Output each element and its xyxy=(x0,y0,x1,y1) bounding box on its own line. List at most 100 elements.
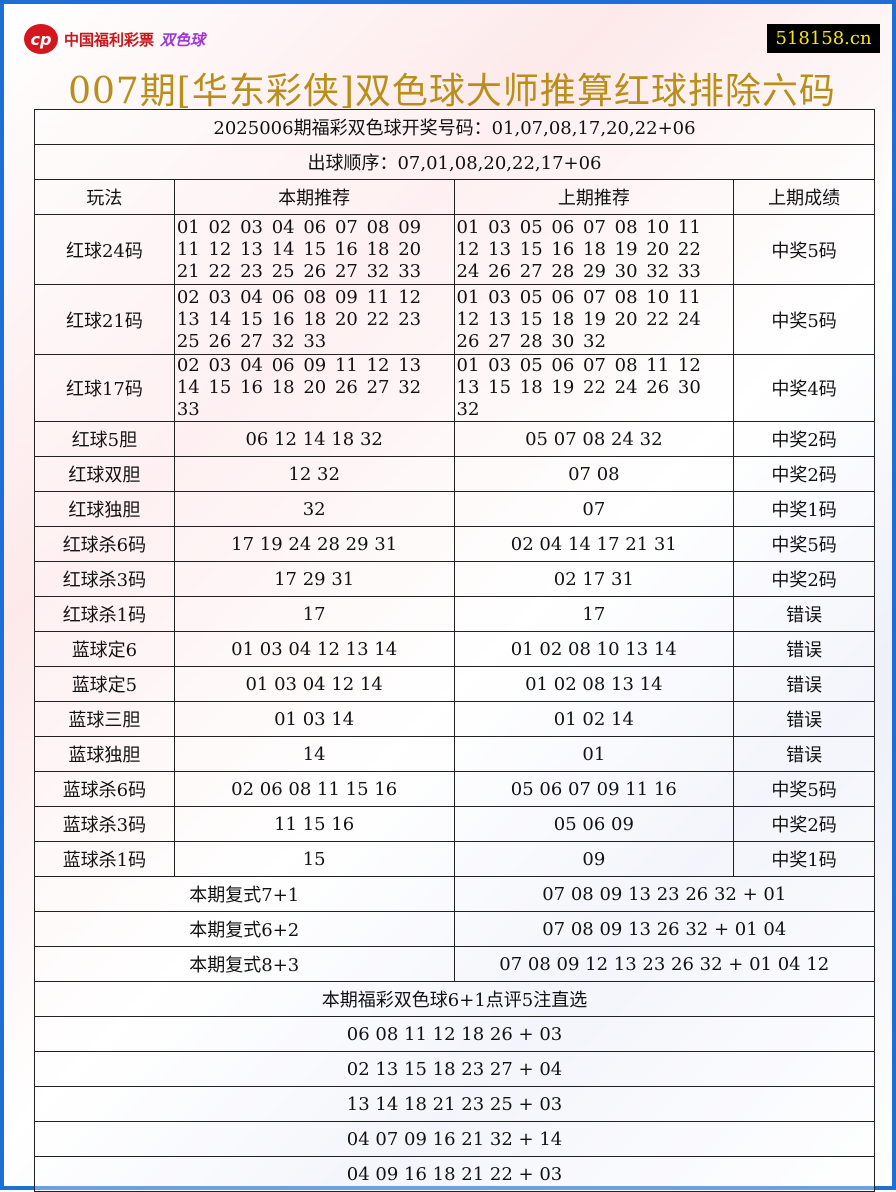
play-type: 蓝球三胆 xyxy=(34,701,175,737)
previous-result: 中奖4码 xyxy=(733,354,875,422)
previous-result: 错误 xyxy=(733,701,875,737)
current-pick: 15 xyxy=(173,841,455,877)
play-type: 蓝球杀6码 xyxy=(34,771,175,807)
logo-text: 中国福利彩票 xyxy=(64,30,155,49)
compound-numbers: 07 08 09 13 23 26 32 + 01 xyxy=(453,876,875,912)
current-pick: 01 03 04 12 13 14 xyxy=(173,631,455,667)
previous-result: 错误 xyxy=(733,736,875,772)
previous-pick: 02 17 31 xyxy=(453,561,735,597)
play-type: 红球21码 xyxy=(34,284,175,355)
compound-label: 本期复式7+1 xyxy=(34,876,455,912)
previous-result: 错误 xyxy=(733,666,875,702)
play-type: 蓝球杀1码 xyxy=(34,841,175,877)
table-row: 蓝球杀3码 11 15 16 05 06 09 中奖2码 xyxy=(34,806,875,842)
compound-numbers: 07 08 09 13 26 32 + 01 04 xyxy=(453,911,875,947)
current-pick: 14 xyxy=(173,736,455,772)
pick-row: 02 13 15 18 23 27 + 04 xyxy=(34,1051,875,1087)
table-row: 蓝球定6 01 03 04 12 13 14 01 02 08 10 13 14 错误 xyxy=(34,631,875,667)
current-pick: 06 12 14 18 32 xyxy=(173,421,455,457)
draw-order: 出球顺序：07,01,08,20,22,17+06 xyxy=(34,144,875,180)
pick-row: 13 14 18 21 23 25 + 03 xyxy=(34,1086,875,1122)
table-row: 红球杀1码 17 17 错误 xyxy=(34,596,875,632)
previous-result: 中奖5码 xyxy=(733,214,875,285)
play-type: 蓝球定6 xyxy=(34,631,175,667)
previous-pick: 07 xyxy=(453,491,735,527)
previous-pick: 01 03 05 06 07 08 11 12 13 15 18 19 22 2… xyxy=(453,354,735,422)
previous-pick: 05 06 09 xyxy=(453,806,735,842)
previous-result: 中奖5码 xyxy=(733,771,875,807)
play-type: 红球17码 xyxy=(34,354,175,422)
previous-pick: 01 02 08 10 13 14 xyxy=(453,631,735,667)
play-type: 红球5胆 xyxy=(34,421,175,457)
current-pick: 01 03 14 xyxy=(173,701,455,737)
play-type: 红球独胆 xyxy=(34,491,175,527)
current-pick: 17 xyxy=(173,596,455,632)
previous-pick: 01 02 14 xyxy=(453,701,735,737)
play-type: 红球杀6码 xyxy=(34,526,175,562)
previous-pick: 01 03 05 06 07 08 10 11 12 13 15 18 19 2… xyxy=(453,284,735,355)
compound-row: 本期复式6+2 07 08 09 13 26 32 + 01 04 xyxy=(34,911,875,947)
previous-result: 错误 xyxy=(733,631,875,667)
compound-row: 本期复式8+3 07 08 09 12 13 23 26 32 + 01 04 1… xyxy=(34,946,875,982)
prediction-table: 2025006期福彩双色球开奖号码：01,07,08,17,20,22+06 出球… xyxy=(34,109,875,1192)
table-row: 红球杀3码 17 29 31 02 17 31 中奖2码 xyxy=(34,561,875,597)
order-row: 出球顺序：07,01,08,20,22,17+06 xyxy=(34,144,875,180)
compound-numbers: 07 08 09 12 13 23 26 32 + 01 04 12 xyxy=(453,946,875,982)
current-pick: 32 xyxy=(173,491,455,527)
play-type: 红球24码 xyxy=(34,214,175,285)
play-type: 红球杀3码 xyxy=(34,561,175,597)
previous-result: 中奖5码 xyxy=(733,284,875,355)
previous-pick: 01 xyxy=(453,736,735,772)
current-pick: 02 06 08 11 15 16 xyxy=(173,771,455,807)
pick-numbers: 04 09 16 18 21 22 + 03 xyxy=(34,1156,875,1192)
table-row: 蓝球杀1码 15 09 中奖1码 xyxy=(34,841,875,877)
column-header: 上期成绩 xyxy=(733,179,875,215)
header-row: 玩法 本期推荐 上期推荐 上期成绩 xyxy=(34,179,875,215)
previous-pick: 17 xyxy=(453,596,735,632)
previous-pick: 05 06 07 09 11 16 xyxy=(453,771,735,807)
table-row: 红球双胆 12 32 07 08 中奖2码 xyxy=(34,456,875,492)
play-type: 蓝球独胆 xyxy=(34,736,175,772)
previous-result: 中奖2码 xyxy=(733,456,875,492)
table-row: 红球21码 02 03 04 06 08 09 11 12 13 14 15 16… xyxy=(34,284,875,355)
logo-sub: 双色球 xyxy=(160,30,206,49)
compound-row: 本期复式7+1 07 08 09 13 23 26 32 + 01 xyxy=(34,876,875,912)
column-header: 本期推荐 xyxy=(173,179,455,215)
previous-pick: 01 02 08 13 14 xyxy=(453,666,735,702)
current-pick: 01 02 03 04 06 07 08 09 11 12 13 14 15 1… xyxy=(173,214,455,285)
lottery-logo: cp 中国福利彩票 双色球 xyxy=(24,24,205,54)
picks-title-row: 本期福彩双色球6+1点评5注直选 xyxy=(34,981,875,1017)
previous-result: 中奖2码 xyxy=(733,561,875,597)
current-pick: 11 15 16 xyxy=(173,806,455,842)
pick-numbers: 04 07 09 16 21 32 + 14 xyxy=(34,1121,875,1157)
play-type: 红球双胆 xyxy=(34,456,175,492)
pick-numbers: 13 14 18 21 23 25 + 03 xyxy=(34,1086,875,1122)
site-badge: 518158.cn xyxy=(767,24,880,53)
table-row: 蓝球杀6码 02 06 08 11 15 16 05 06 07 09 11 16 中… xyxy=(34,771,875,807)
table-row: 红球17码 02 03 04 06 09 11 12 13 14 15 16 18… xyxy=(34,354,875,422)
current-pick: 02 03 04 06 09 11 12 13 14 15 16 18 20 2… xyxy=(173,354,455,422)
pick-numbers: 06 08 11 12 18 26 + 03 xyxy=(34,1016,875,1052)
previous-pick: 09 xyxy=(453,841,735,877)
previous-pick: 01 03 05 06 07 08 10 11 12 13 15 16 18 1… xyxy=(453,214,735,285)
current-pick: 02 03 04 06 08 09 11 12 13 14 15 16 18 2… xyxy=(173,284,455,355)
current-pick: 17 19 24 28 29 31 xyxy=(173,526,455,562)
page-title: 007期[华东彩侠]双色球大师推算红球排除六码 xyxy=(68,71,836,112)
previous-result: 中奖5码 xyxy=(733,526,875,562)
logo-icon: cp xyxy=(24,24,58,54)
play-type: 蓝球杀3码 xyxy=(34,806,175,842)
column-header: 玩法 xyxy=(34,179,175,215)
compound-label: 本期复式6+2 xyxy=(34,911,455,947)
table-row: 蓝球独胆 14 01 错误 xyxy=(34,736,875,772)
previous-result: 中奖1码 xyxy=(733,841,875,877)
current-pick: 12 32 xyxy=(173,456,455,492)
previous-result: 中奖2码 xyxy=(733,421,875,457)
pick-row: 06 08 11 12 18 26 + 03 xyxy=(34,1016,875,1052)
previous-result: 错误 xyxy=(733,596,875,632)
play-type: 红球杀1码 xyxy=(34,596,175,632)
previous-pick: 07 08 xyxy=(453,456,735,492)
table-row: 蓝球三胆 01 03 14 01 02 14 错误 xyxy=(34,701,875,737)
table-row: 红球5胆 06 12 14 18 32 05 07 08 24 32 中奖2码 xyxy=(34,421,875,457)
pick-numbers: 02 13 15 18 23 27 + 04 xyxy=(34,1051,875,1087)
play-type: 蓝球定5 xyxy=(34,666,175,702)
